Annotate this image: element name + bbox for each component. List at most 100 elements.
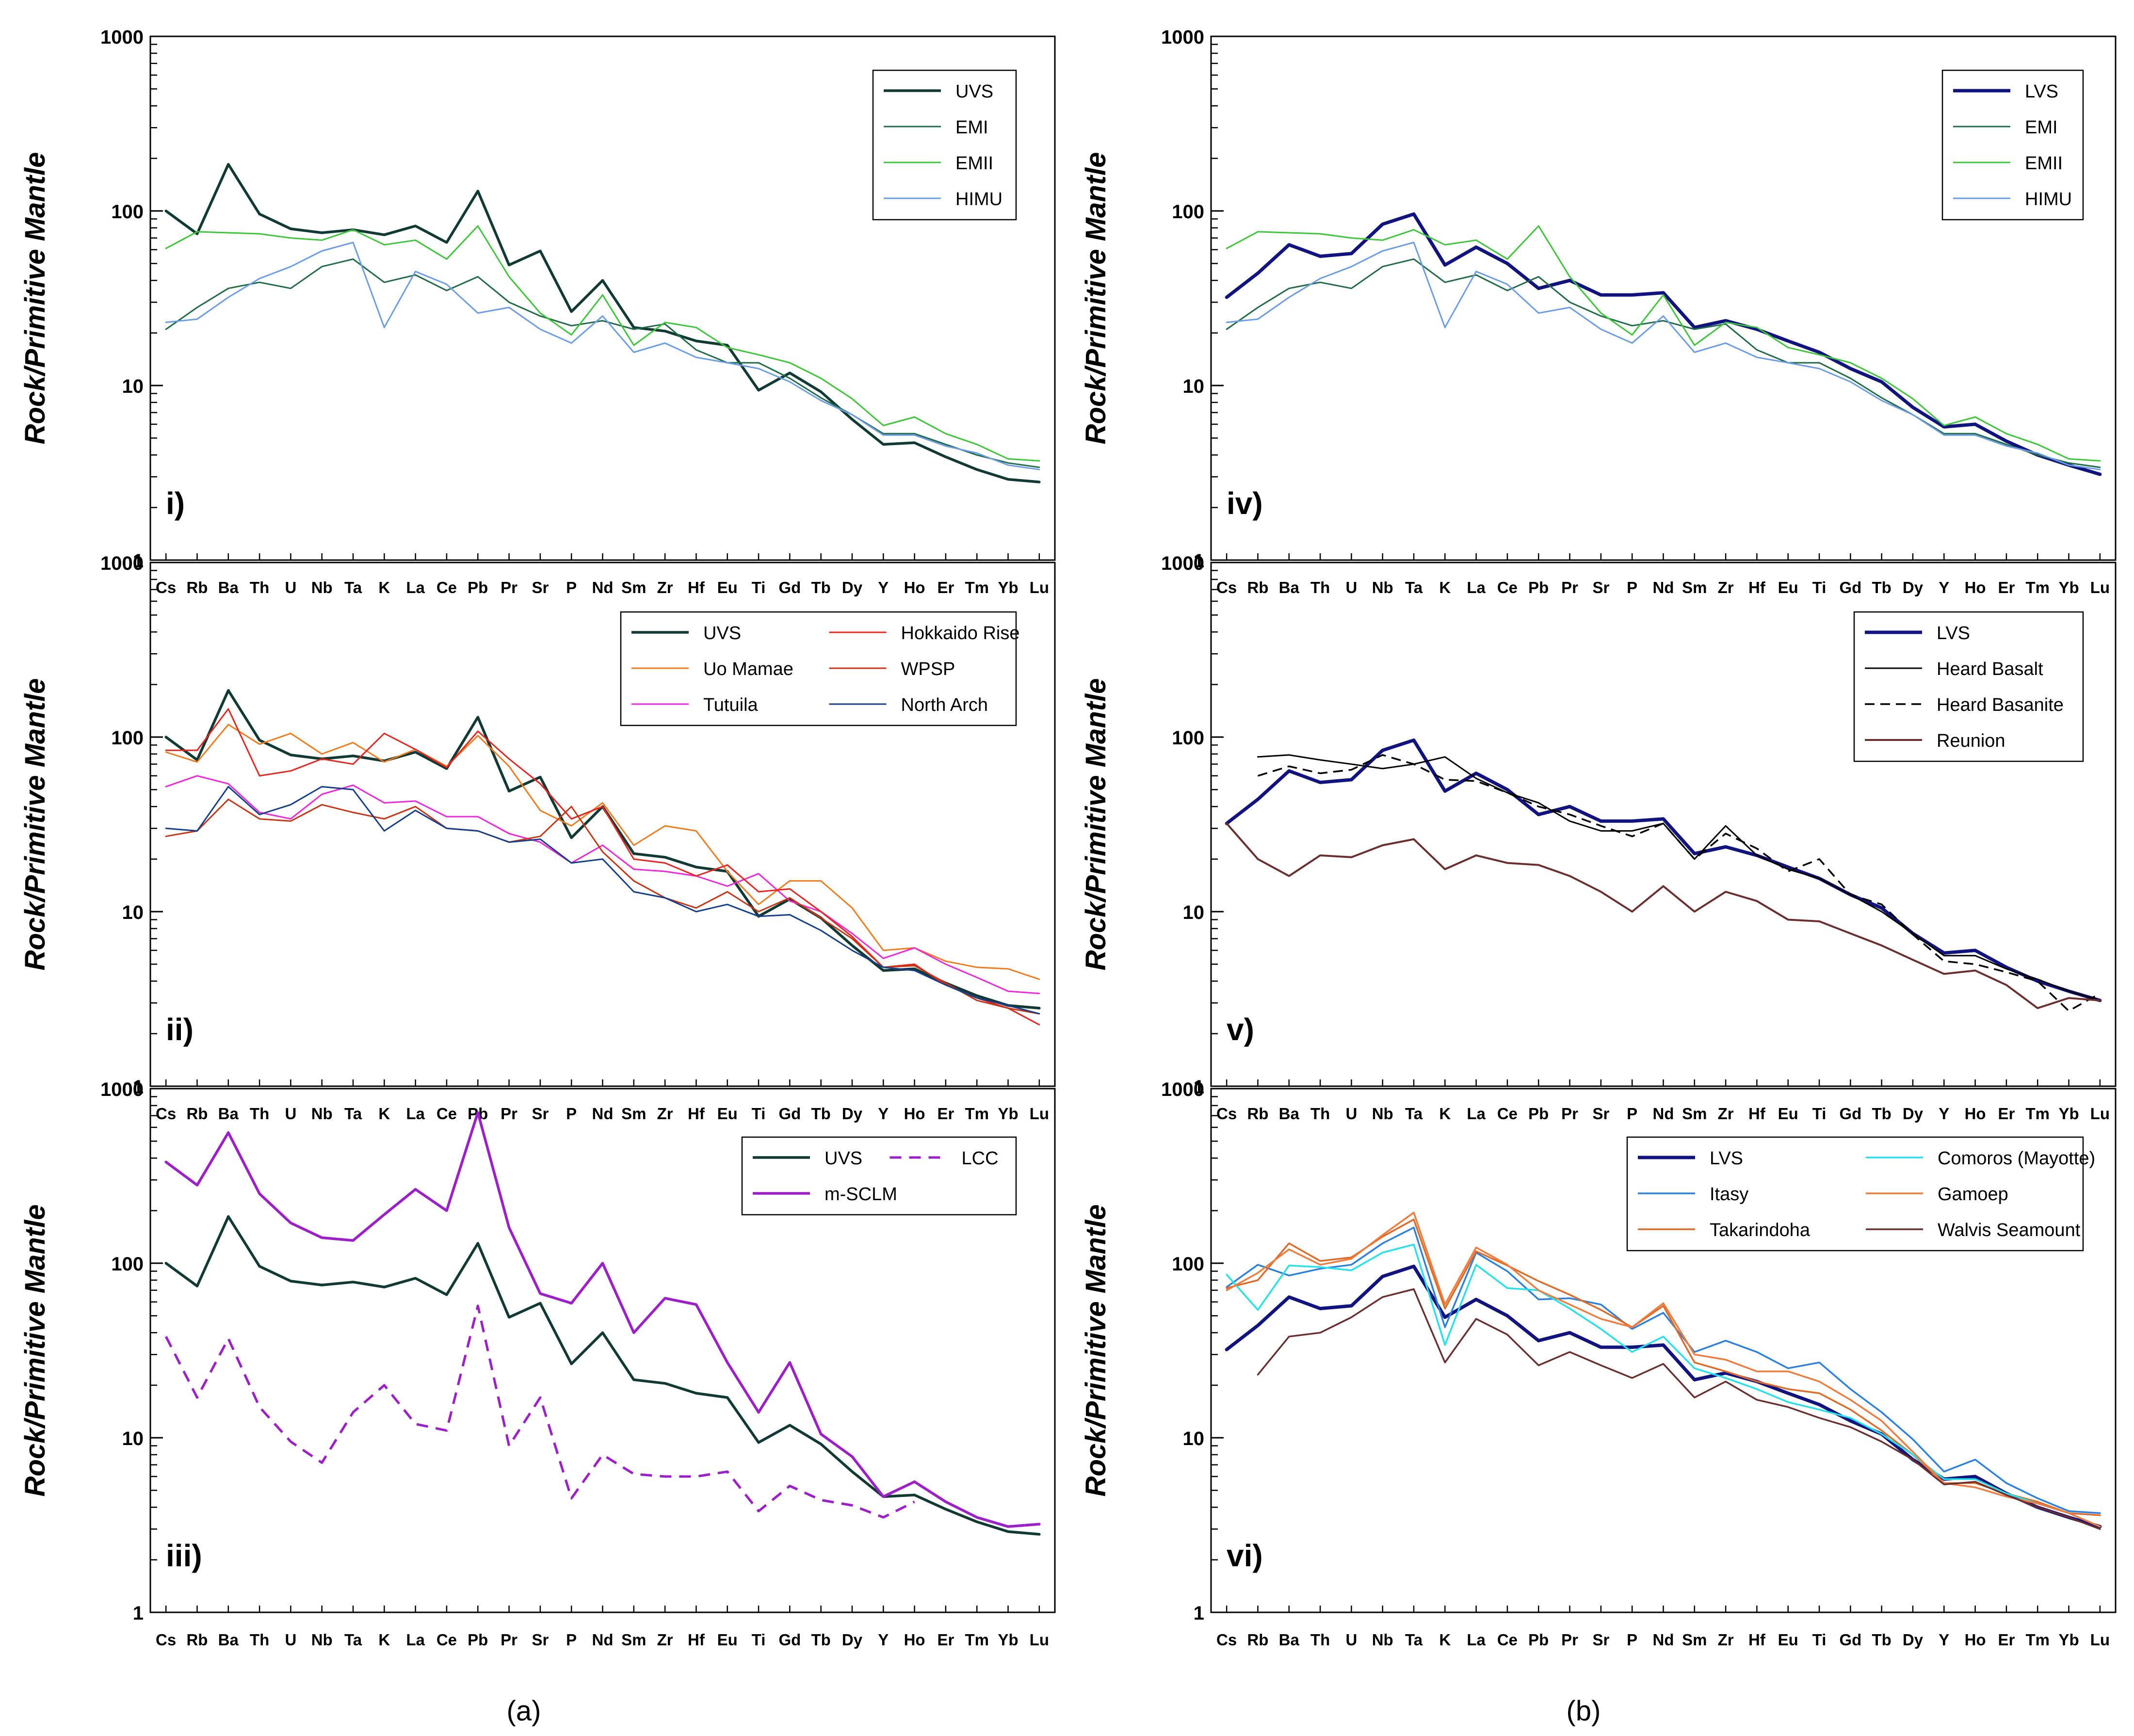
x-tick-label: La (406, 1105, 425, 1123)
x-tick-label: Er (937, 1105, 954, 1123)
x-tick-label: Sm (621, 1105, 646, 1123)
y-tick-label: 1000 (100, 27, 144, 48)
legend-label: LCC (962, 1148, 999, 1169)
panel-label: iv) (1227, 486, 1263, 521)
x-tick-label: Tb (1872, 1631, 1892, 1649)
x-tick-label: Dy (1903, 1105, 1924, 1123)
x-tick-label: Ta (1405, 1631, 1423, 1649)
x-tick-label: Sr (532, 1105, 549, 1123)
y-axis-label: Rock/Primitive Mantle (1080, 152, 1112, 445)
x-tick-label: Nd (1653, 579, 1674, 596)
x-tick-label: Eu (1778, 1631, 1798, 1649)
series-line-comoros-mayotte- (1226, 1243, 2101, 1527)
legend-label: LVS (2025, 81, 2058, 102)
series-line-m-sclm (164, 1111, 1041, 1528)
x-tick-label: La (1467, 579, 1486, 596)
x-tick-label: Er (937, 579, 954, 596)
series-line-himu (1226, 241, 2101, 470)
y-tick-label: 1 (1194, 1077, 1204, 1098)
x-tick-label: Nb (311, 1105, 333, 1123)
x-tick-label: Dy (842, 1631, 863, 1649)
x-tick-label: Ti (752, 579, 766, 596)
panel-vi: 1 10 100 1000 Cs Rb Ba Th U Nb Ta K La Ce Pb Pr Sr P Nd Sm Z… (1080, 1079, 2117, 1649)
x-tick-label: Gd (1839, 1105, 1861, 1123)
series-line-reunion (1226, 822, 2101, 1009)
x-tick-label: Sm (621, 579, 646, 596)
panel-ii: 1 10 100 1000 Cs Rb Ba Th U Nb Ta K La Ce Pb Pr Sr P Nd Sm Z… (19, 553, 1056, 1123)
x-tick-label: Ho (904, 1105, 925, 1123)
x-tick-label: Ba (218, 1105, 239, 1123)
series-line-uvs (164, 163, 1041, 483)
y-tick-label: 1 (133, 1077, 144, 1098)
x-tick-label: Th (1310, 1631, 1330, 1649)
y-axis-label: Rock/Primitive Mantle (19, 152, 51, 445)
x-tick-label: Th (250, 1105, 269, 1123)
x-tick-label: Ce (436, 1105, 457, 1123)
x-tick-label: Pb (468, 1631, 488, 1649)
x-tick-label: U (1345, 579, 1357, 596)
panel-label: i) (166, 486, 185, 521)
x-tick-label: Dy (842, 1105, 863, 1123)
x-tick-label: Rb (1247, 1631, 1268, 1649)
y-tick-label: 10 (1183, 902, 1205, 923)
series-line-heard-basalt (1257, 754, 2101, 1001)
legend (872, 69, 1017, 221)
x-tick-label: La (1467, 1105, 1486, 1123)
x-tick-label: Sm (1682, 1105, 1707, 1123)
x-tick-label: Ce (436, 1631, 457, 1649)
series-line-uo-mamae (165, 723, 1040, 980)
x-tick-label: Er (1998, 579, 2015, 596)
x-tick-label: Cs (156, 1105, 176, 1123)
panel-label: ii) (166, 1012, 194, 1047)
x-tick-label: Pr (1561, 1631, 1578, 1649)
legend-label: HIMU (2025, 189, 2072, 209)
x-tick-label: Eu (717, 1631, 738, 1649)
legend-label: Tutuila (703, 695, 759, 715)
x-tick-label: Th (1310, 579, 1330, 596)
legend (1941, 69, 2084, 221)
x-tick-label: Zr (1718, 1631, 1734, 1649)
legend (1626, 1136, 2084, 1252)
x-tick-label: Nd (592, 1631, 614, 1649)
x-tick-label: Ba (1279, 1631, 1300, 1649)
x-tick-label: Tb (811, 1631, 831, 1649)
x-tick-label: Ce (436, 579, 457, 596)
x-tick-label: Cs (156, 579, 176, 596)
x-tick-label: Gd (1839, 1631, 1861, 1649)
x-tick-label: P (566, 579, 577, 596)
x-tick-label: Pb (1528, 1631, 1549, 1649)
x-tick-label: Ta (344, 579, 362, 596)
x-tick-label: Ce (1497, 1105, 1518, 1123)
x-tick-label: Dy (1903, 579, 1924, 596)
x-tick-label: Zr (657, 1105, 673, 1123)
x-tick-label: Sr (1592, 579, 1609, 596)
x-tick-label: Y (878, 1631, 889, 1649)
x-tick-label: Ho (1965, 1631, 1986, 1649)
x-tick-label: Pr (501, 1105, 517, 1123)
x-tick-label: Nb (1372, 1631, 1393, 1649)
x-tick-label: Yb (998, 1631, 1018, 1649)
x-tick-label: Y (1939, 1631, 1949, 1649)
x-tick-label: Lu (1030, 579, 1049, 596)
x-tick-label: Nb (1372, 1105, 1393, 1123)
x-tick-label: Rb (186, 1105, 208, 1123)
legend-label: Walvis Seamount (1938, 1220, 2081, 1240)
x-tick-label: Ho (904, 579, 925, 596)
panel-i: 1 10 100 1000 Cs Rb Ba Th U Nb Ta K La Ce Pb Pr Sr P Nd Sm Z… (19, 27, 1056, 596)
legend-label: UVS (955, 81, 993, 102)
legend-label: Hokkaido Rise (901, 623, 1020, 643)
legend-label: Takarindoha (1710, 1220, 1811, 1240)
y-tick-label: 100 (111, 201, 144, 223)
x-tick-label: Zr (657, 579, 673, 596)
series-line-emi (1226, 258, 2101, 468)
x-tick-label: Sm (621, 1631, 646, 1649)
x-tick-label: Zr (1718, 579, 1734, 596)
x-tick-label: K (378, 1105, 390, 1123)
x-tick-label: U (285, 1105, 296, 1123)
legend-label: EMI (955, 117, 988, 138)
series-line-wpsp (165, 798, 1040, 1015)
x-tick-label: Tm (2025, 1631, 2050, 1649)
x-tick-label: Tb (1872, 579, 1892, 596)
legend-label: EMI (2025, 117, 2058, 138)
y-tick-label: 1000 (1161, 553, 1204, 574)
